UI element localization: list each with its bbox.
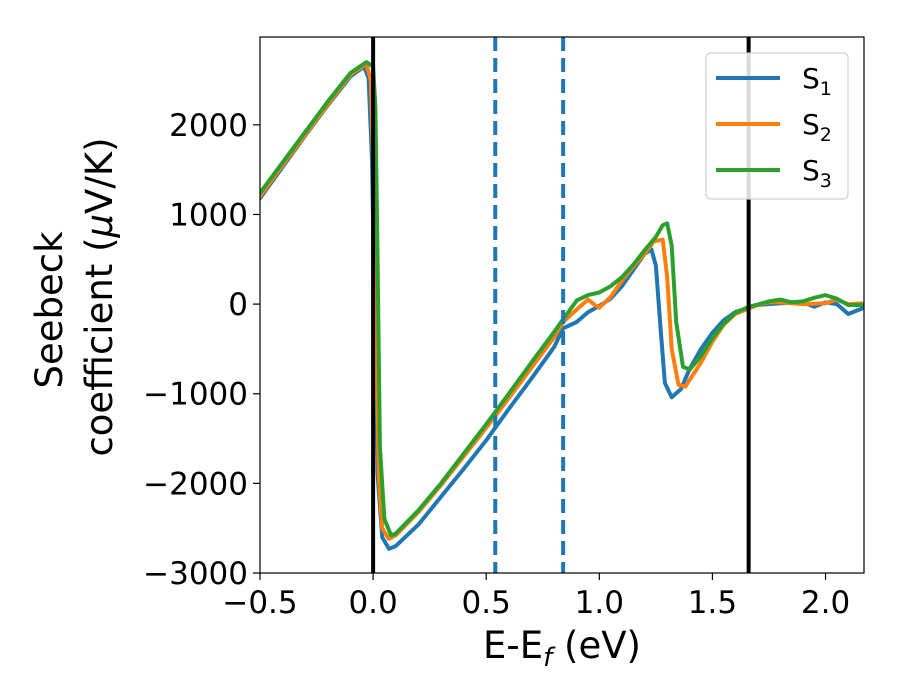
y-axis-label-mu: μ: [78, 214, 121, 239]
y-tick-label: −2000: [143, 466, 248, 502]
plot-frame: [259, 36, 865, 574]
y-tick-label: −3000: [143, 556, 248, 592]
y-axis-ticks: −3000 −2000 −1000 0 1000 2000: [143, 108, 260, 592]
legend-label-2: S2: [802, 108, 832, 146]
x-tick-label: 0.0: [348, 585, 397, 621]
y-axis-label-line2-tail: V/K): [78, 137, 121, 213]
x-tick-label: 1.0: [575, 585, 624, 621]
x-tick-label: 1.5: [688, 585, 737, 621]
y-tick-label: 1000: [169, 197, 248, 233]
x-axis-ticks: −0.5 0.0 0.5 1.0 1.5 2.0: [222, 573, 850, 621]
x-axis-label: E-Ef (eV): [483, 624, 641, 673]
x-axis-label-main: E-E: [483, 624, 543, 667]
y-tick-label: 0: [228, 287, 248, 323]
x-tick-label: −0.5: [222, 585, 297, 621]
x-tick-label: 2.0: [801, 585, 850, 621]
legend-label-3: S3: [802, 154, 832, 192]
y-axis-label-line1: Seebeck: [28, 231, 71, 389]
legend: S1 S2 S3: [705, 52, 849, 200]
y-tick-label: −1000: [143, 377, 248, 413]
legend-label-1: S1: [802, 62, 832, 100]
y-axis-label-line2: coefficient (μV/K): [78, 137, 121, 456]
y-axis-label-line2-main: coefficient (: [78, 237, 121, 456]
x-axis-label-tail: (eV): [552, 624, 641, 667]
series-line-3: [260, 60, 864, 538]
x-tick-label: 0.5: [462, 585, 511, 621]
y-tick-label: 2000: [169, 108, 248, 144]
reference-lines-group: [371, 37, 751, 573]
